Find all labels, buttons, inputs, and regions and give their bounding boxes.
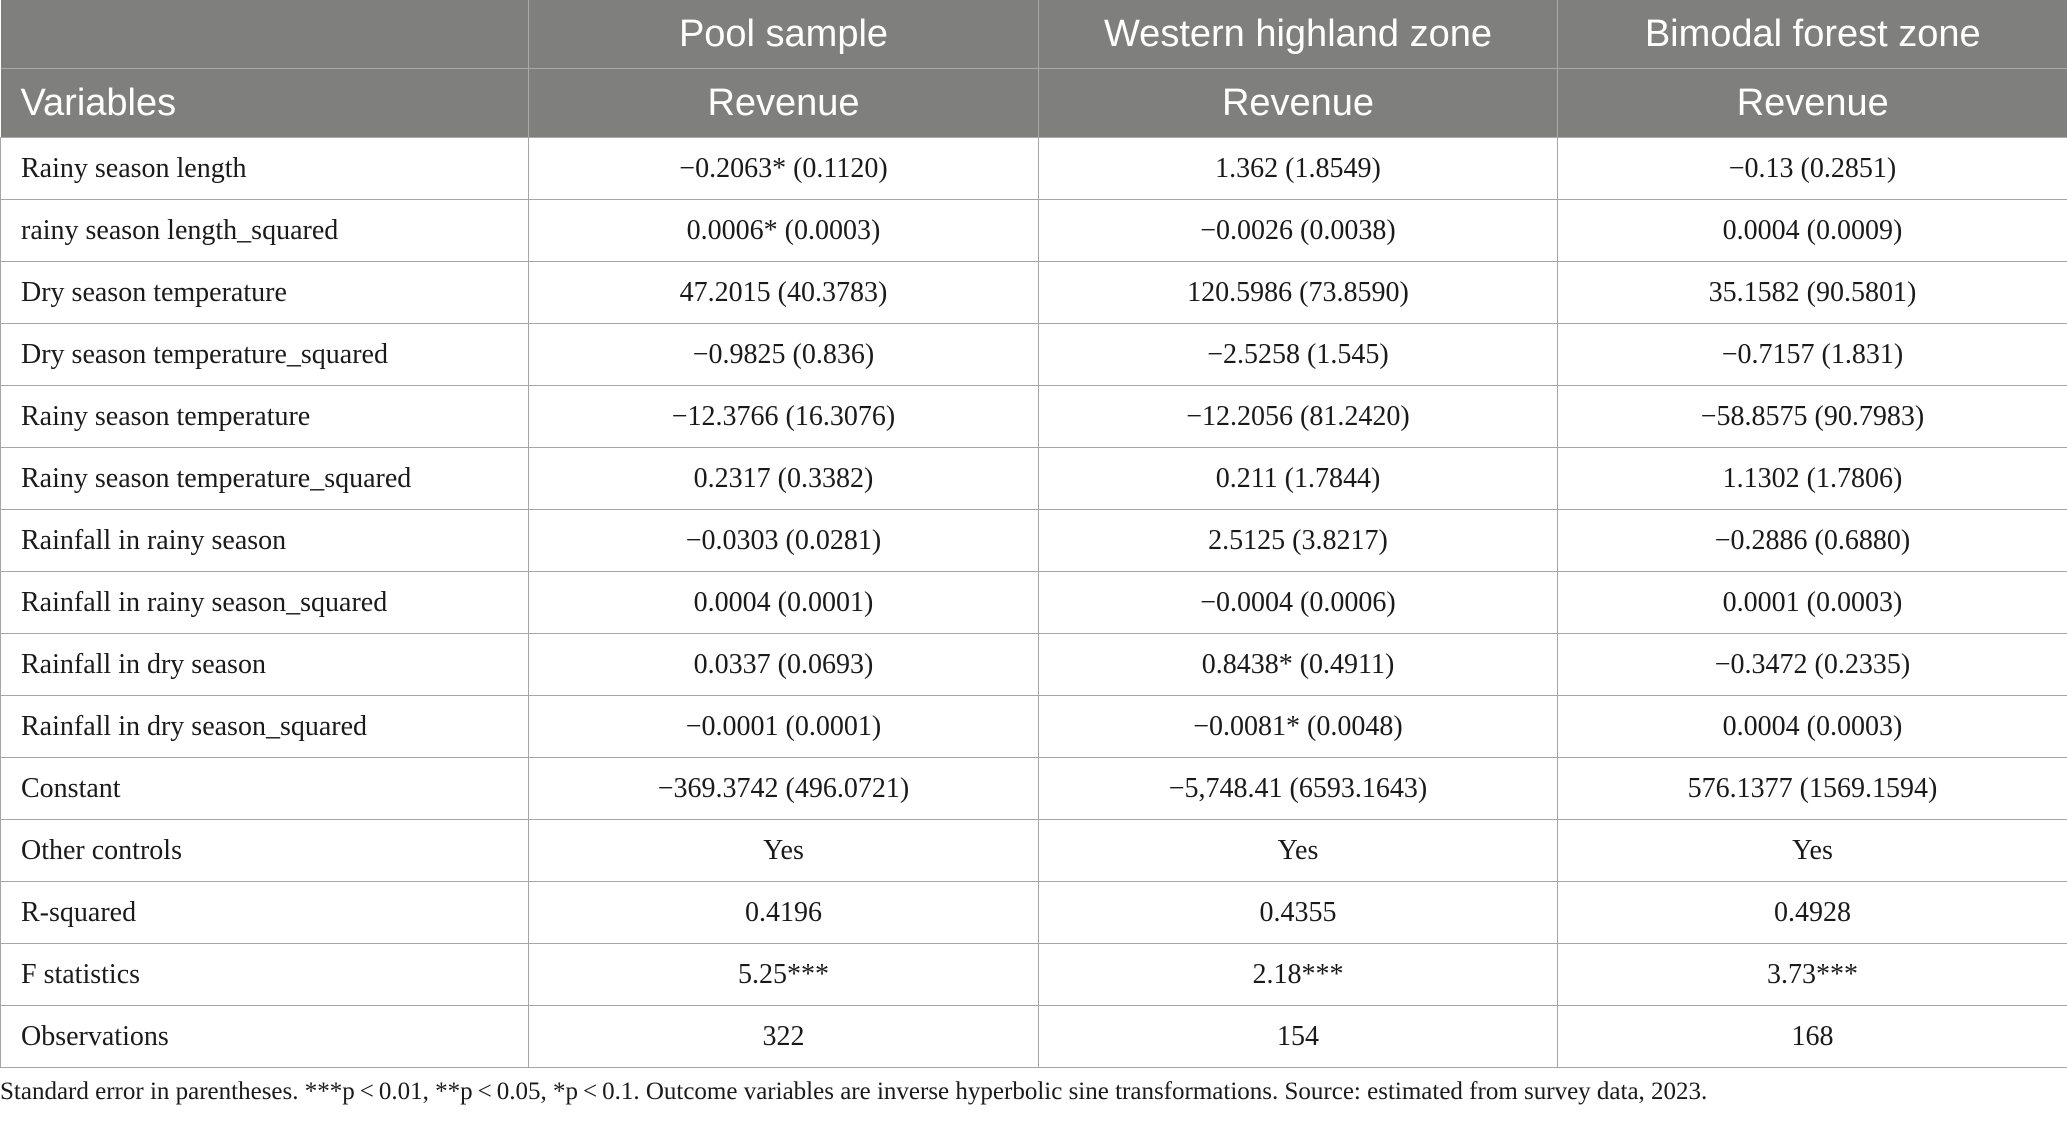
table-row: Other controls Yes Yes Yes <box>0 819 2067 882</box>
bimodal-forest-cell: Yes <box>1557 819 2067 882</box>
pool-sample-cell: 0.0004 (0.0001) <box>528 571 1039 634</box>
variable-name-cell: Rainfall in dry season_squared <box>0 695 529 758</box>
table-row: rainy season length_squared 0.0006* (0.00… <box>0 199 2067 262</box>
bimodal-forest-cell: 0.0001 (0.0003) <box>1557 571 2067 634</box>
variable-name-cell: Rainfall in dry season <box>0 633 529 696</box>
variable-name-cell: R-squared <box>0 881 529 944</box>
variable-name-cell: Other controls <box>0 819 529 882</box>
bimodal-forest-cell: 1.1302 (1.7806) <box>1557 447 2067 510</box>
bimodal-forest-cell: 0.0004 (0.0003) <box>1557 695 2067 758</box>
variable-name-cell: Dry season temperature <box>0 261 529 324</box>
table-header: Pool sample Western highland zone Bimoda… <box>0 0 2067 138</box>
variable-name-cell: Rainy season length <box>0 137 529 200</box>
variable-name-cell: Dry season temperature_squared <box>0 323 529 386</box>
table-row: Rainy season temperature_squared 0.2317 (… <box>0 447 2067 510</box>
pool-sample-cell: 47.2015 (40.3783) <box>528 261 1039 324</box>
western-highland-cell: 0.4355 <box>1038 881 1558 944</box>
table-row: Rainy season temperature −12.3766 (16.307… <box>0 385 2067 448</box>
bimodal-forest-cell: 3.73*** <box>1557 943 2067 1006</box>
header-row-outcomes: Variables Revenue Revenue Revenue <box>0 68 2067 138</box>
table-row: Observations 322 154 168 <box>0 1005 2067 1068</box>
pool-sample-cell: −0.2063* (0.1120) <box>528 137 1039 200</box>
variable-name-cell: Rainfall in rainy season <box>0 509 529 572</box>
bimodal-forest-cell: 0.4928 <box>1557 881 2067 944</box>
header-row-zones: Pool sample Western highland zone Bimoda… <box>0 0 2067 69</box>
table-row: Rainfall in rainy season −0.0303 (0.0281)… <box>0 509 2067 572</box>
western-highland-cell: −0.0026 (0.0038) <box>1038 199 1558 262</box>
pool-sample-cell: 0.4196 <box>528 881 1039 944</box>
header-empty-cell <box>0 0 529 69</box>
bimodal-forest-cell: −0.7157 (1.831) <box>1557 323 2067 386</box>
western-highland-cell: −0.0004 (0.0006) <box>1038 571 1558 634</box>
table-row: Rainy season length −0.2063* (0.1120) 1.36… <box>0 137 2067 200</box>
western-highland-cell: 2.5125 (3.8217) <box>1038 509 1558 572</box>
header-revenue-western: Revenue <box>1038 68 1558 138</box>
table-row: Dry season temperature 47.2015 (40.3783) 1… <box>0 261 2067 324</box>
bimodal-forest-cell: 0.0004 (0.0009) <box>1557 199 2067 262</box>
pool-sample-cell: 322 <box>528 1005 1039 1068</box>
header-variables: Variables <box>0 68 529 138</box>
table-row: Rainfall in dry season 0.0337 (0.0693) 0.8… <box>0 633 2067 696</box>
pool-sample-cell: Yes <box>528 819 1039 882</box>
regression-table-container: Pool sample Western highland zone Bimoda… <box>0 0 2067 1068</box>
bimodal-forest-cell: −58.8575 (90.7983) <box>1557 385 2067 448</box>
table-row: Constant −369.3742 (496.0721) −5,748.41 (6… <box>0 757 2067 820</box>
header-western-highland: Western highland zone <box>1038 0 1558 69</box>
table-row: Dry season temperature_squared −0.9825 (0… <box>0 323 2067 386</box>
variable-name-cell: rainy season length_squared <box>0 199 529 262</box>
pool-sample-cell: −369.3742 (496.0721) <box>528 757 1039 820</box>
pool-sample-cell: −0.0303 (0.0281) <box>528 509 1039 572</box>
header-revenue-pool: Revenue <box>528 68 1039 138</box>
bimodal-forest-cell: 168 <box>1557 1005 2067 1068</box>
variable-name-cell: Rainfall in rainy season_squared <box>0 571 529 634</box>
pool-sample-cell: 0.0006* (0.0003) <box>528 199 1039 262</box>
western-highland-cell: −0.0081* (0.0048) <box>1038 695 1558 758</box>
pool-sample-cell: −0.9825 (0.836) <box>528 323 1039 386</box>
western-highland-cell: −12.2056 (81.2420) <box>1038 385 1558 448</box>
bimodal-forest-cell: −0.3472 (0.2335) <box>1557 633 2067 696</box>
western-highland-cell: 1.362 (1.8549) <box>1038 137 1558 200</box>
pool-sample-cell: 0.0337 (0.0693) <box>528 633 1039 696</box>
table-footnote: Standard error in parentheses. ***p < 0.… <box>0 1078 1708 1105</box>
regression-table: Pool sample Western highland zone Bimoda… <box>0 0 2067 1068</box>
western-highland-cell: 0.211 (1.7844) <box>1038 447 1558 510</box>
pool-sample-cell: −0.0001 (0.0001) <box>528 695 1039 758</box>
variable-name-cell: Observations <box>0 1005 529 1068</box>
western-highland-cell: −5,748.41 (6593.1643) <box>1038 757 1558 820</box>
western-highland-cell: −2.5258 (1.545) <box>1038 323 1558 386</box>
bimodal-forest-cell: −0.13 (0.2851) <box>1557 137 2067 200</box>
western-highland-cell: 154 <box>1038 1005 1558 1068</box>
pool-sample-cell: 0.2317 (0.3382) <box>528 447 1039 510</box>
table-row: Rainfall in rainy season_squared 0.0004 (… <box>0 571 2067 634</box>
table-row: F statistics 5.25*** 2.18*** 3.73*** <box>0 943 2067 1006</box>
bimodal-forest-cell: 576.1377 (1569.1594) <box>1557 757 2067 820</box>
table-row: Rainfall in dry season_squared −0.0001 (0… <box>0 695 2067 758</box>
bimodal-forest-cell: −0.2886 (0.6880) <box>1557 509 2067 572</box>
western-highland-cell: Yes <box>1038 819 1558 882</box>
header-revenue-bimodal: Revenue <box>1557 68 2067 138</box>
western-highland-cell: 2.18*** <box>1038 943 1558 1006</box>
variable-name-cell: Rainy season temperature <box>0 385 529 448</box>
header-pool-sample: Pool sample <box>528 0 1039 69</box>
western-highland-cell: 0.8438* (0.4911) <box>1038 633 1558 696</box>
table-body: Rainy season length −0.2063* (0.1120) 1.36… <box>0 137 2067 1068</box>
western-highland-cell: 120.5986 (73.8590) <box>1038 261 1558 324</box>
bimodal-forest-cell: 35.1582 (90.5801) <box>1557 261 2067 324</box>
table-row: R-squared 0.4196 0.4355 0.4928 <box>0 881 2067 944</box>
variable-name-cell: F statistics <box>0 943 529 1006</box>
variable-name-cell: Rainy season temperature_squared <box>0 447 529 510</box>
pool-sample-cell: −12.3766 (16.3076) <box>528 385 1039 448</box>
pool-sample-cell: 5.25*** <box>528 943 1039 1006</box>
header-bimodal-forest: Bimodal forest zone <box>1557 0 2067 69</box>
variable-name-cell: Constant <box>0 757 529 820</box>
